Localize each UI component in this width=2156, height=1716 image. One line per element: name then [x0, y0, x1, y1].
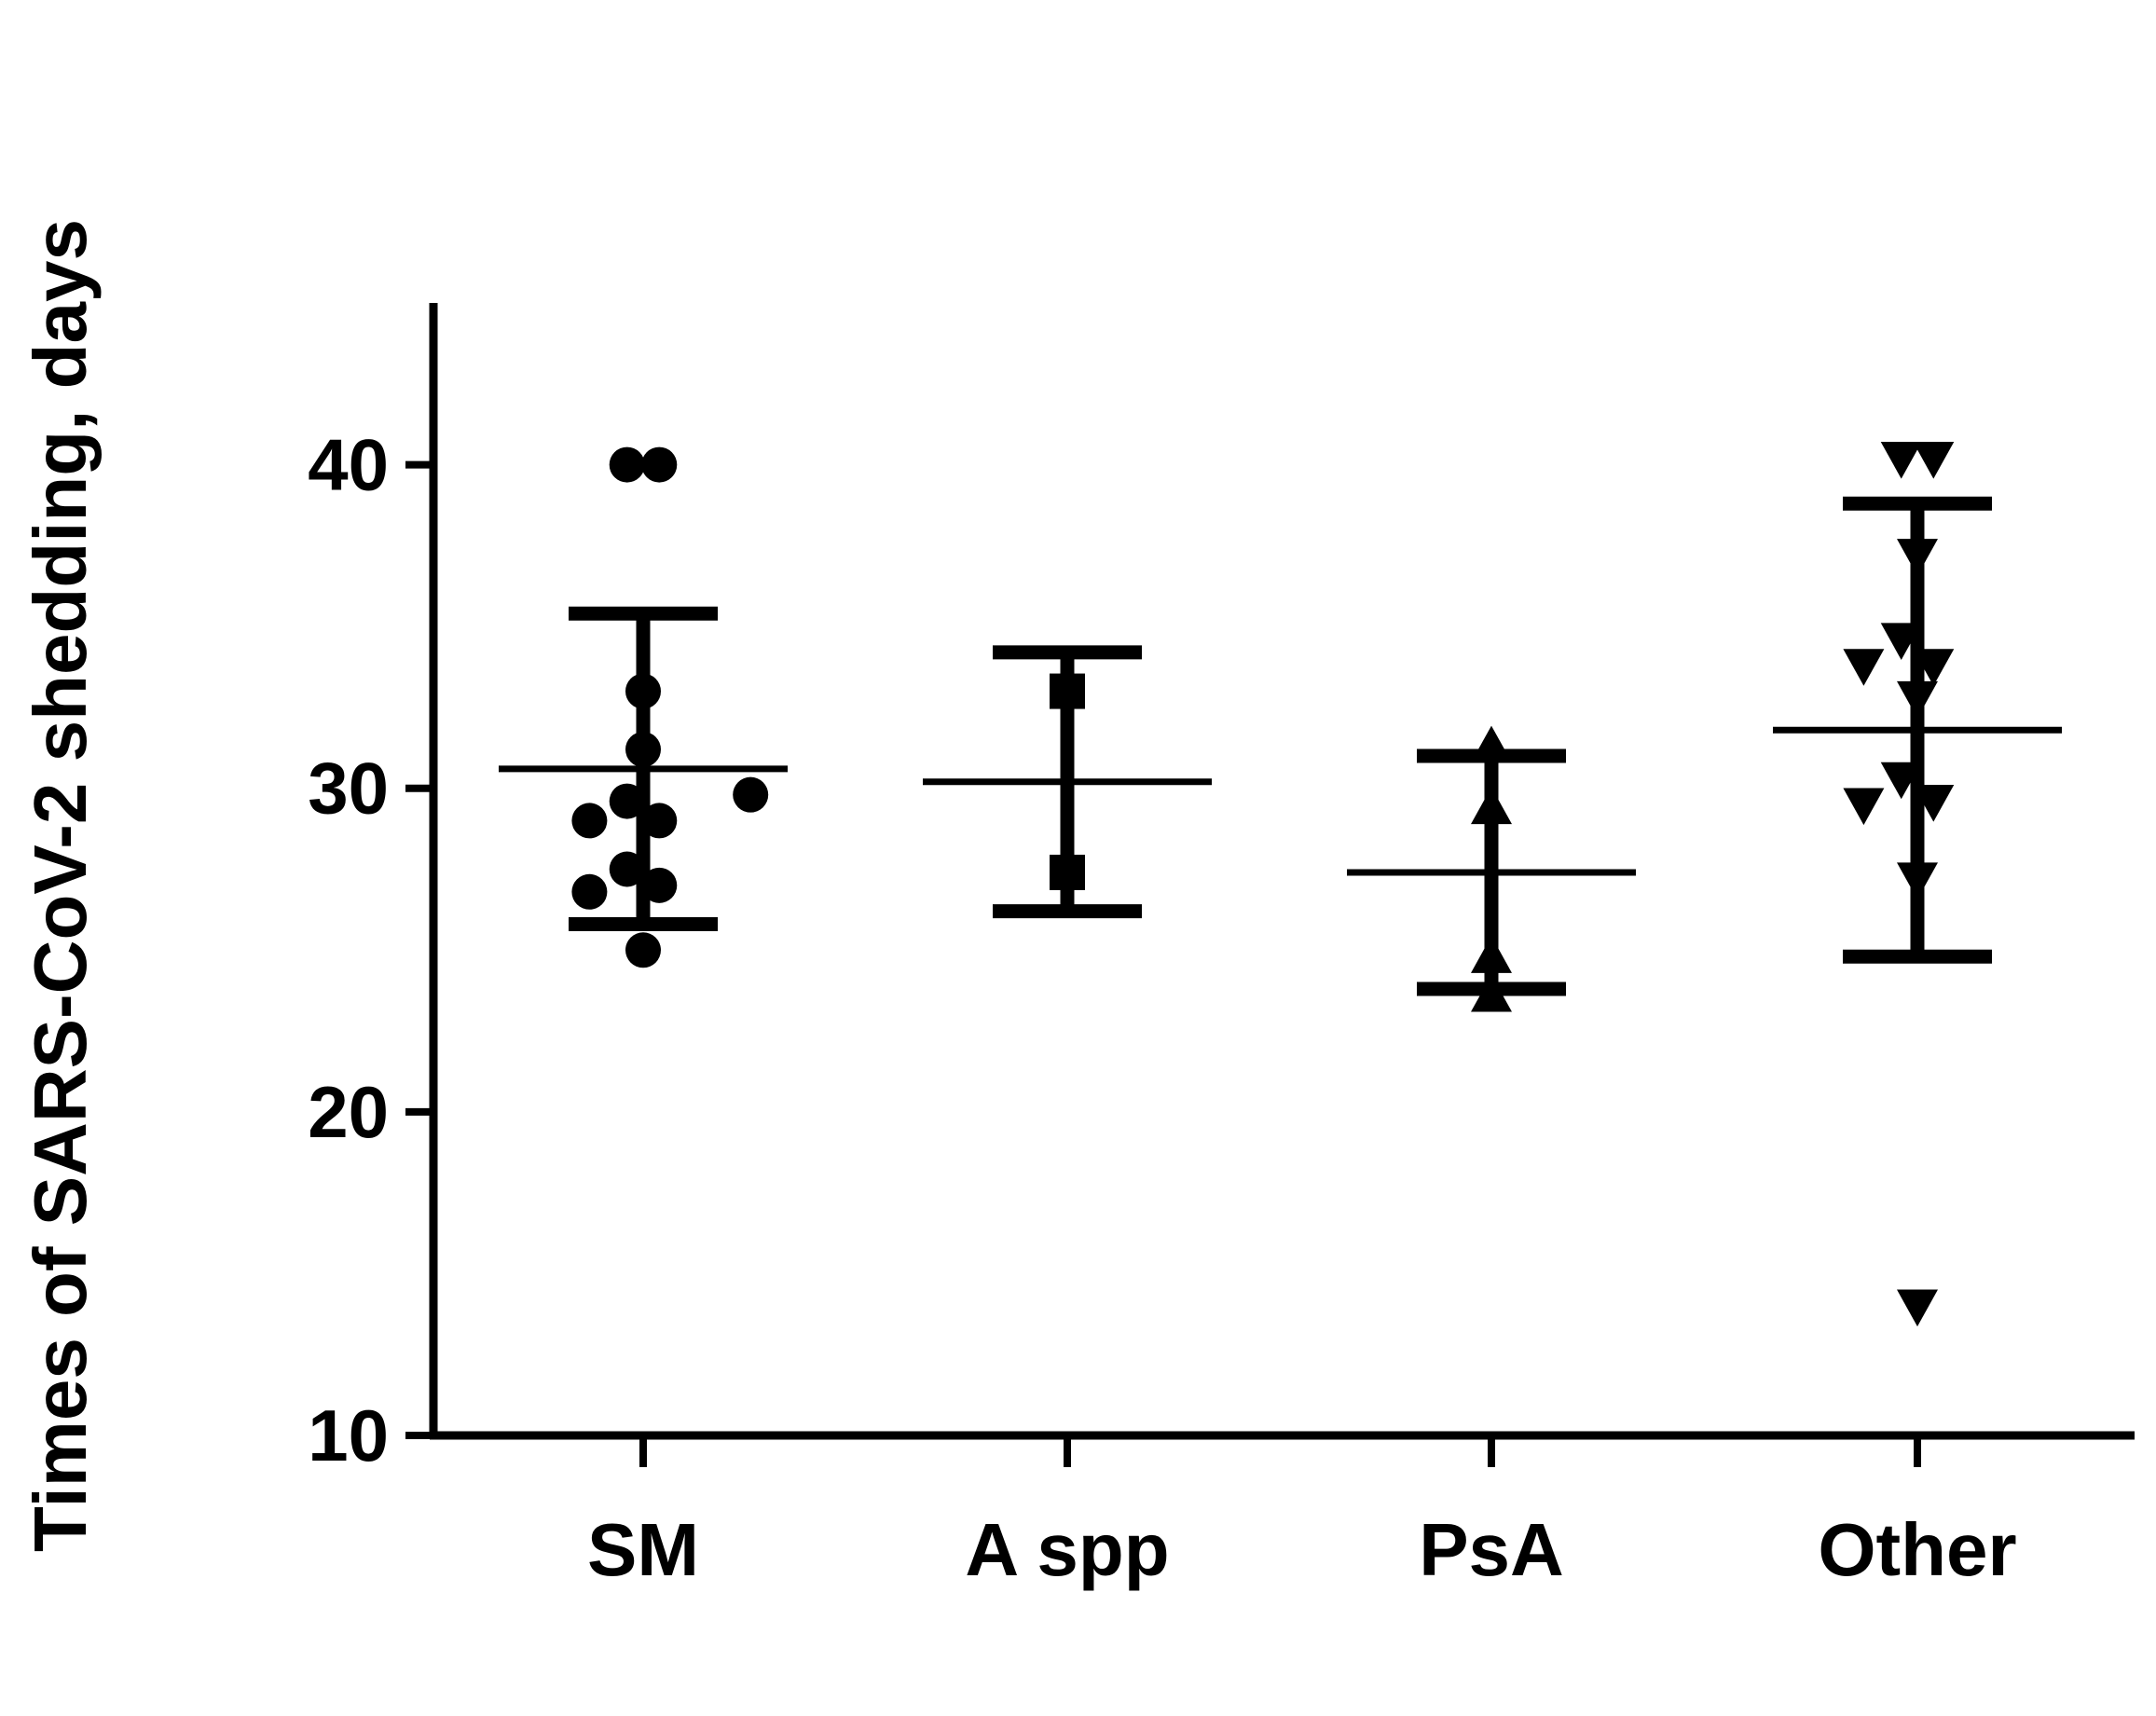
point-psa-3 — [1471, 974, 1512, 1012]
point-other-11 — [1897, 1289, 1938, 1327]
labels: 10 20 30 40 SM A spp PsA Other — [308, 424, 2016, 1591]
point-other-3 — [1880, 623, 1922, 661]
data-points — [571, 442, 1955, 1327]
point-other-5 — [1843, 649, 1885, 686]
y-axis-title: Times of SARS-CoV-2 shedding, days — [19, 219, 102, 1552]
x-tick-label-other: Other — [1818, 1508, 2016, 1591]
point-other-0 — [1880, 442, 1922, 479]
point-other-4 — [1913, 649, 1955, 686]
y-tick-label-30: 30 — [308, 748, 389, 830]
point-sm-11 — [625, 932, 661, 968]
point-sm-7 — [733, 776, 769, 813]
point-other-8 — [1913, 785, 1955, 822]
point-sm-6 — [571, 803, 608, 839]
point-a-spp-0 — [1050, 673, 1085, 709]
point-other-6 — [1897, 680, 1938, 719]
y-tick-label-20: 20 — [308, 1071, 389, 1153]
point-psa-0 — [1471, 725, 1512, 763]
point-psa-2 — [1471, 936, 1512, 973]
point-sm-2 — [625, 673, 661, 709]
point-other-7 — [1880, 762, 1922, 800]
point-sm-4 — [609, 783, 645, 819]
axes — [405, 303, 2135, 1467]
x-tick-label-a-spp: A spp — [965, 1508, 1169, 1591]
point-sm-0 — [609, 446, 645, 483]
point-sm-1 — [641, 446, 678, 483]
x-tick-label-sm: SM — [587, 1508, 699, 1591]
point-a-spp-1 — [1050, 854, 1085, 890]
x-tick-label-psa: PsA — [1419, 1508, 1564, 1591]
y-tick-label-40: 40 — [308, 424, 389, 506]
point-other-1 — [1913, 442, 1955, 479]
point-psa-1 — [1471, 787, 1512, 825]
point-sm-5 — [641, 803, 678, 839]
point-other-9 — [1843, 788, 1885, 826]
point-other-10 — [1897, 862, 1938, 899]
point-sm-9 — [641, 867, 678, 903]
point-other-2 — [1897, 539, 1938, 576]
error-bars — [499, 496, 2062, 996]
point-sm-8 — [609, 851, 645, 887]
point-sm-10 — [571, 873, 608, 910]
point-sm-3 — [625, 732, 661, 768]
y-tick-label-10: 10 — [308, 1394, 389, 1476]
